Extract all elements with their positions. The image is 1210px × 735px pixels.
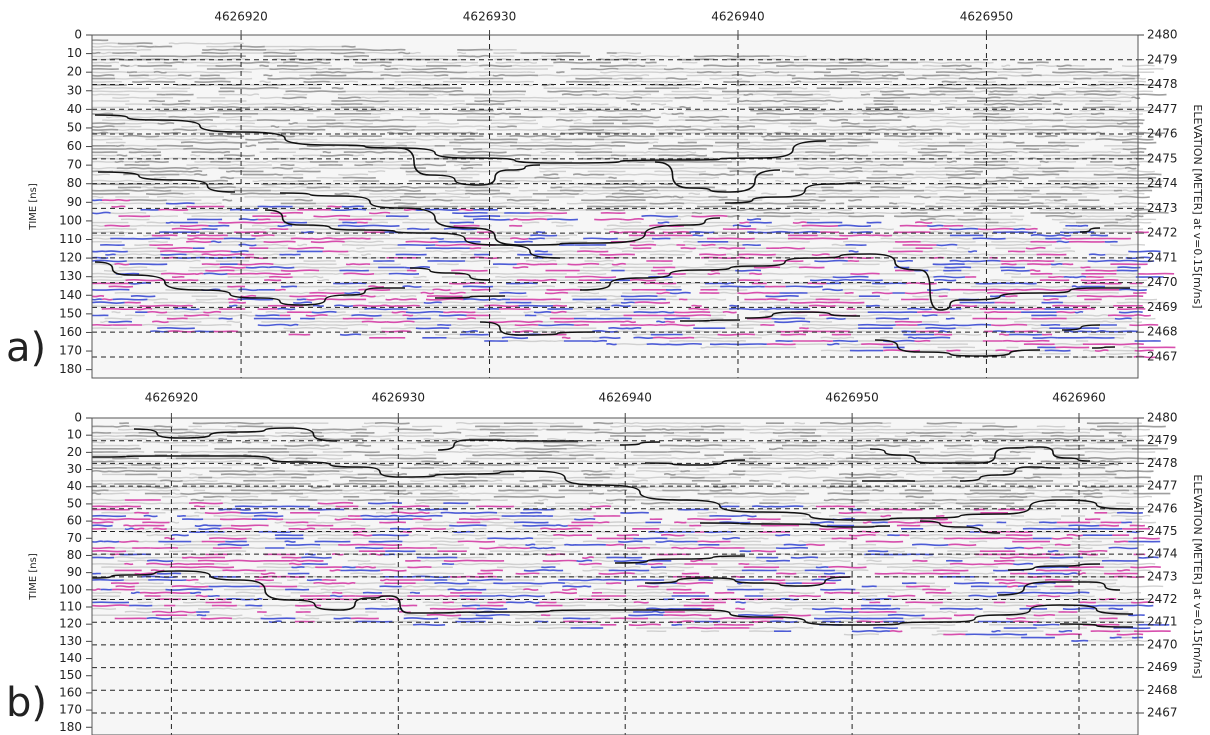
y2-tick-label: 2468 (1147, 683, 1178, 697)
y-tick-label: 10 (67, 428, 82, 442)
y2-tick-label: 2469 (1147, 660, 1178, 674)
y-tick-label: 170 (59, 344, 82, 358)
x-tick-label: 4626930 (372, 391, 425, 405)
y-tick-label: 150 (59, 668, 82, 682)
y-tick-label: 30 (67, 462, 82, 476)
y2-tick-label: 2469 (1147, 300, 1178, 314)
x-tick-label: 4626920 (145, 391, 198, 405)
y-tick-label: 120 (59, 617, 82, 631)
panel: 4626920 4626930 4626940 4626950 2480 2479 2478… (6, 10, 1204, 379)
y-tick-label: 60 (67, 139, 82, 153)
y-tick-label: 50 (67, 496, 82, 510)
y2-tick-label: 2473 (1147, 569, 1178, 583)
y2-tick-label: 2477 (1147, 102, 1178, 116)
y-tick-label: 40 (67, 479, 82, 493)
x-tick-label: 4626940 (711, 10, 764, 24)
y2-tick-label: 2472 (1147, 592, 1178, 606)
y-tick-label: 10 (67, 46, 82, 60)
y-tick-label: 130 (59, 269, 82, 283)
y2-tick-label: 2472 (1147, 226, 1178, 240)
y-tick-label: 0 (74, 411, 82, 425)
x-tick-label: 4626950 (960, 10, 1013, 24)
y2-tick-label: 2475 (1147, 524, 1178, 538)
y-tick-label: 30 (67, 83, 82, 97)
y-tick-label: 180 (59, 362, 82, 376)
y2-tick-label: 2470 (1147, 275, 1178, 289)
y-tick-label: 130 (59, 634, 82, 648)
y2-tick-label: 2471 (1147, 615, 1178, 629)
y-axis-title: TIME [ns] (28, 553, 39, 601)
x-tick-label: 4626950 (825, 391, 878, 405)
y-tick-label: 0 (74, 28, 82, 42)
y2-tick-label: 2476 (1147, 127, 1178, 141)
panel-label: a) (6, 325, 46, 371)
y-tick-label: 110 (59, 232, 82, 246)
y-tick-label: 80 (67, 548, 82, 562)
y-tick-label: 120 (59, 251, 82, 265)
y2-tick-label: 2475 (1147, 151, 1178, 165)
y-tick-label: 170 (59, 703, 82, 717)
y2-tick-label: 2467 (1147, 705, 1178, 719)
figure: 4626920 4626930 4626940 4626950 2480 2479 2478… (0, 0, 1210, 735)
y2-tick-label: 2473 (1147, 201, 1178, 215)
y-tick-label: 40 (67, 102, 82, 116)
y2-axis-title: ELEVATION [METER] at v=0.15[m/ns] (1191, 104, 1204, 308)
y-tick-label: 150 (59, 306, 82, 320)
y2-tick-label: 2478 (1147, 77, 1178, 91)
y-axis-title: TIME [ns] (28, 183, 39, 231)
panel: 4626920 4626930 4626940 4626950 4626960 2480 2… (6, 391, 1204, 735)
y2-tick-label: 2467 (1147, 349, 1178, 363)
panel-label: b) (6, 680, 47, 726)
y-tick-label: 60 (67, 514, 82, 528)
y2-tick-label: 2468 (1147, 325, 1178, 339)
y2-tick-label: 2474 (1147, 176, 1178, 190)
y-tick-label: 80 (67, 176, 82, 190)
y-tick-label: 100 (59, 213, 82, 227)
y2-tick-label: 2479 (1147, 52, 1178, 66)
y2-tick-label: 2470 (1147, 637, 1178, 651)
y-tick-label: 140 (59, 651, 82, 665)
y-tick-label: 50 (67, 120, 82, 134)
y-tick-label: 20 (67, 445, 82, 459)
x-tick-label: 4626960 (1052, 391, 1105, 405)
y2-tick-label: 2477 (1147, 479, 1178, 493)
y-tick-label: 70 (67, 531, 82, 545)
y2-axis-title: ELEVATION [METER] at v=0.15[m/ns] (1191, 474, 1204, 678)
y-tick-label: 160 (59, 685, 82, 699)
y-tick-label: 160 (59, 325, 82, 339)
y-tick-label: 20 (67, 65, 82, 79)
y-tick-label: 180 (59, 720, 82, 734)
y-tick-label: 70 (67, 158, 82, 172)
y2-tick-label: 2471 (1147, 250, 1178, 264)
y-tick-label: 110 (59, 599, 82, 613)
y2-tick-label: 2476 (1147, 501, 1178, 515)
y-tick-label: 90 (67, 565, 82, 579)
y2-tick-label: 2474 (1147, 547, 1178, 561)
y-tick-label: 140 (59, 288, 82, 302)
x-tick-label: 4626920 (214, 10, 267, 24)
x-tick-label: 4626940 (598, 391, 651, 405)
y2-tick-label: 2479 (1147, 433, 1178, 447)
y2-tick-label: 2480 (1147, 411, 1178, 425)
y-tick-label: 90 (67, 195, 82, 209)
y2-tick-label: 2480 (1147, 28, 1178, 42)
x-tick-label: 4626930 (463, 10, 516, 24)
y2-tick-label: 2478 (1147, 456, 1178, 470)
y-tick-label: 100 (59, 582, 82, 596)
